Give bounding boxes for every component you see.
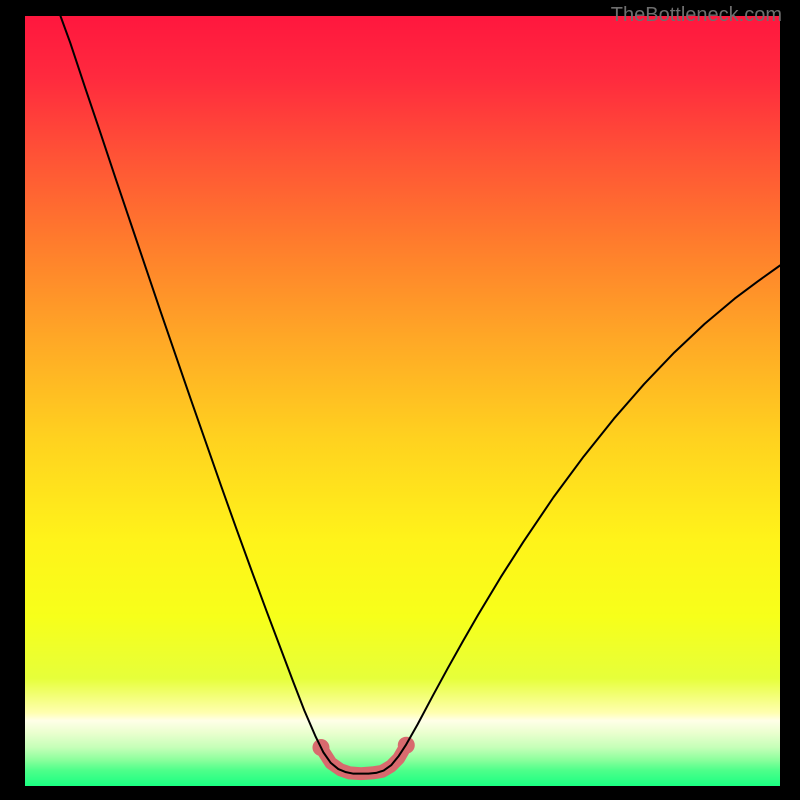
- chart-frame: { "chart": { "type": "line", "canvas": {…: [0, 0, 800, 800]
- bottleneck-curve: [60, 16, 780, 774]
- plot-area: [25, 16, 780, 786]
- curve-layer: [25, 16, 780, 786]
